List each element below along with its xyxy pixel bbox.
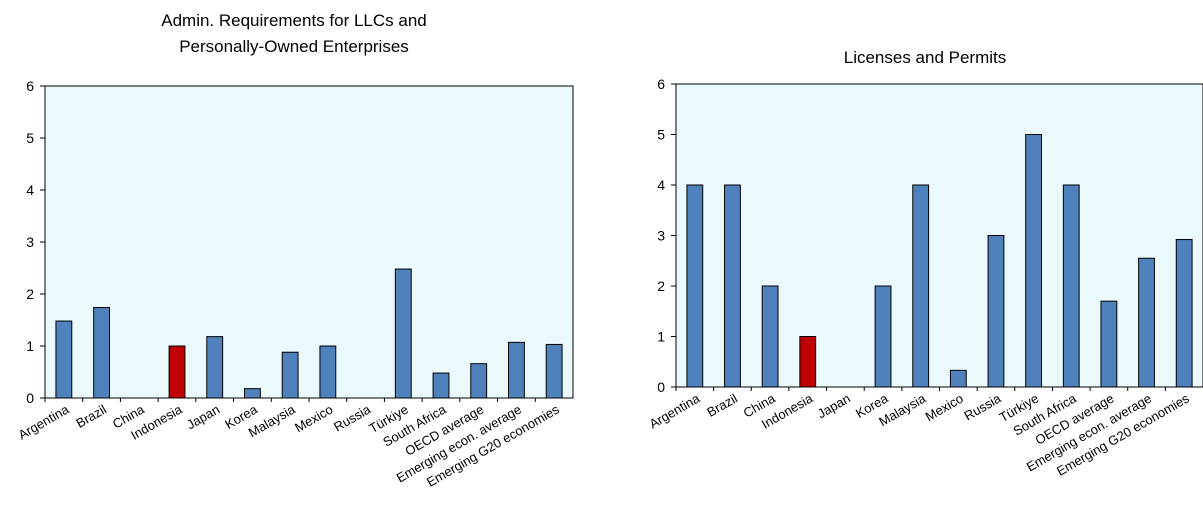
- x-tick-label: Japan: [184, 402, 222, 433]
- chart-licenses-permits: Licenses and Permits 0 1 2 3 4 5 6 Argentina Bra…: [647, 48, 1203, 479]
- y-tick-label: 5: [657, 127, 665, 143]
- y-tick-label: 6: [26, 78, 34, 94]
- x-tick-label: Russia: [331, 401, 374, 434]
- plot-area: [675, 83, 1203, 388]
- y-tick-label: 5: [26, 130, 34, 146]
- x-tick-label: Brazil: [73, 402, 109, 431]
- x-tick-label: Mexico: [292, 402, 335, 436]
- bar-t-rkiye: [1025, 134, 1043, 388]
- bar-emerging-econ-average: [1138, 257, 1155, 388]
- bar-mexico: [949, 369, 967, 388]
- bar-argentina: [686, 184, 704, 388]
- bar-emerging-g20-economies: [545, 343, 563, 399]
- bar-japan: [206, 336, 224, 399]
- plot-area: [44, 85, 574, 399]
- bar-russia: [987, 235, 1005, 388]
- bar-emerging-econ-average: [508, 341, 525, 399]
- bar-oecd-average: [1100, 300, 1118, 388]
- chart-title-line-1: Admin. Requirements for LLCs and: [161, 11, 427, 30]
- bar-south-africa: [432, 372, 450, 399]
- bar-south-africa: [1062, 184, 1080, 388]
- y-tick-label: 1: [657, 329, 665, 345]
- y-tick-label: 6: [657, 76, 665, 92]
- bar-malaysia: [912, 184, 930, 388]
- y-tick-label: 3: [26, 234, 34, 250]
- bar-china: [761, 285, 779, 388]
- y-tick-label: 2: [657, 278, 665, 294]
- x-tick-label: Argentina: [16, 401, 72, 442]
- bar-emerging-g20-economies: [1175, 239, 1193, 388]
- bar-malaysia: [281, 351, 299, 399]
- y-tick-label: 4: [657, 177, 665, 193]
- chart-admin-requirements: Admin. Requirements for LLCs and Persona…: [16, 11, 574, 490]
- chart-title-line-2: Personally-Owned Enterprises: [179, 37, 409, 56]
- y-tick-label: 0: [26, 390, 34, 406]
- chart-title: Licenses and Permits: [844, 48, 1007, 67]
- bar-indonesia: [799, 336, 817, 388]
- bar-korea: [874, 285, 892, 388]
- y-tick-label: 2: [26, 286, 34, 302]
- x-tick-label: Argentina: [647, 390, 703, 431]
- y-tick-label: 4: [26, 182, 34, 198]
- bar-argentina: [55, 320, 73, 399]
- bar-t-rkiye: [394, 268, 412, 399]
- bar-brazil: [724, 184, 741, 388]
- x-tick-label: Mexico: [923, 391, 966, 425]
- bar-korea: [244, 388, 261, 399]
- bar-brazil: [93, 307, 110, 399]
- x-tick-label: Russia: [962, 390, 1005, 423]
- bar-oecd-average: [470, 363, 488, 399]
- y-tick-label: 0: [657, 379, 665, 395]
- x-tick-label: Japan: [815, 391, 853, 422]
- x-tick-label: Brazil: [704, 391, 740, 420]
- bar-indonesia: [168, 345, 186, 399]
- y-tick-label: 1: [26, 338, 34, 354]
- bar-mexico: [319, 345, 337, 399]
- y-tick-label: 3: [657, 228, 665, 244]
